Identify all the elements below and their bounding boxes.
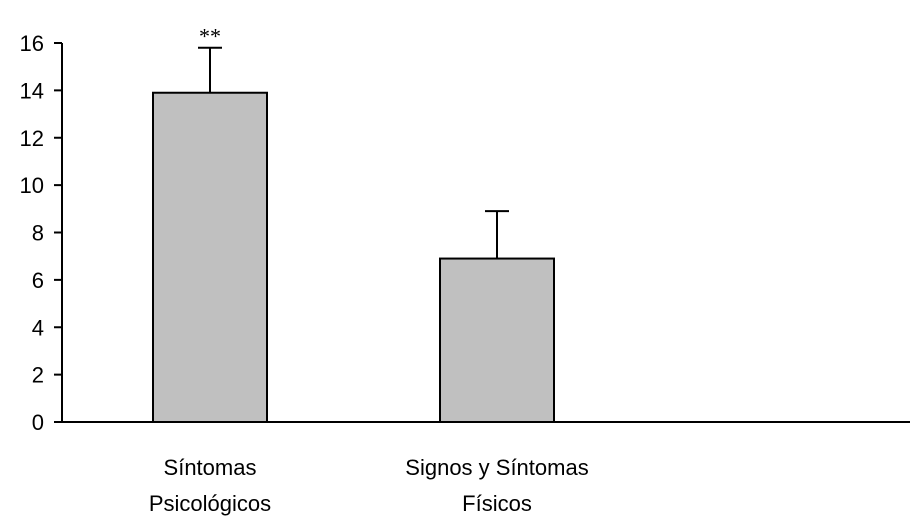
- y-tick-label: 4: [32, 315, 44, 340]
- y-tick-label: 6: [32, 268, 44, 293]
- x-category-label: Signos y Síntomas Físicos: [405, 455, 588, 516]
- x-category-label-line: Signos y Síntomas: [405, 455, 588, 480]
- y-tick-label: 2: [32, 363, 44, 388]
- y-tick-label: 8: [32, 221, 44, 246]
- bar-1: [152, 91, 268, 424]
- x-category-label-line: Síntomas: [164, 455, 257, 480]
- y-tick-label: 10: [20, 173, 44, 198]
- x-category-label-line: Físicos: [462, 491, 532, 516]
- bar-2: [439, 257, 555, 423]
- y-tick-label: 16: [20, 31, 44, 56]
- axes-layer: [54, 42, 910, 423]
- y-tick-label: 0: [32, 410, 44, 435]
- x-category-label-line: Psicológicos: [149, 491, 271, 516]
- significance-annotation: **: [199, 24, 221, 49]
- error-bar-1: [198, 46, 222, 93]
- error-bar-2: [485, 210, 509, 259]
- error-bars-layer: [198, 46, 509, 259]
- y-tick-label: 14: [20, 78, 44, 103]
- x-category-label: Síntomas Psicológicos: [149, 455, 271, 516]
- labels-layer: 0 2 4 6 8 10 12 14 16 Síntomas Psicológicos Signos …: [20, 24, 589, 516]
- bars-layer: [152, 91, 555, 424]
- y-tick-label: 12: [20, 126, 44, 151]
